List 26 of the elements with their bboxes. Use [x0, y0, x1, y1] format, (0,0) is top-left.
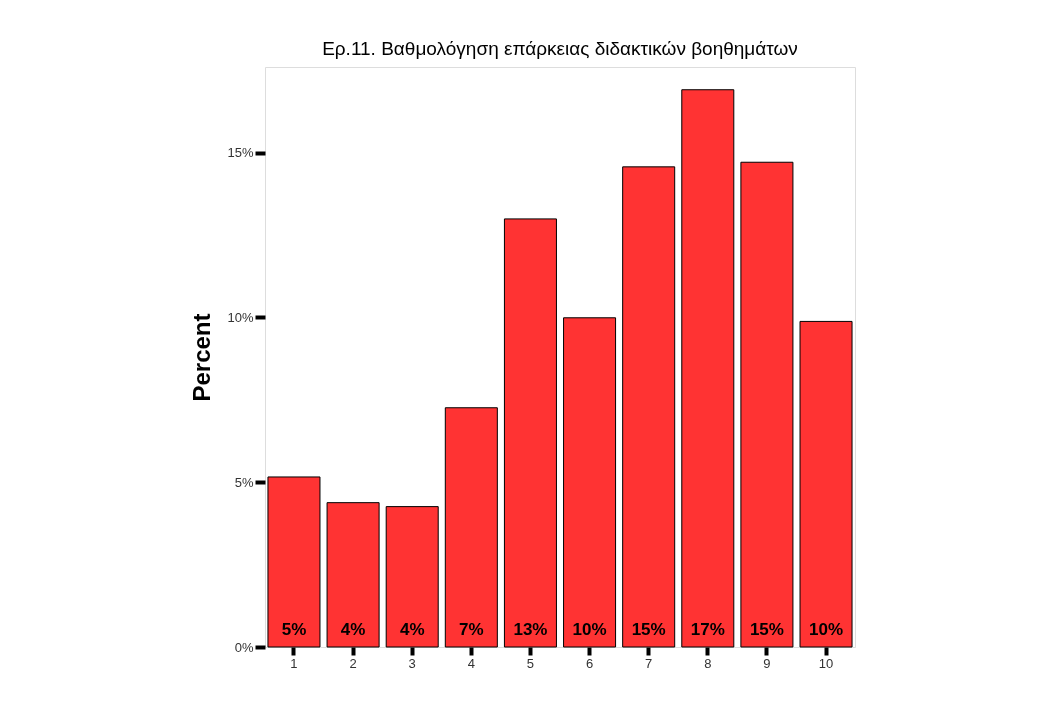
- y-tick-label: 15%: [227, 145, 254, 161]
- data-label: 15%: [749, 620, 784, 639]
- x-tick-label: 4: [467, 655, 475, 671]
- x-tick-label: 9: [763, 655, 771, 671]
- x-tick-label: 6: [585, 655, 594, 671]
- x-tick-label: 10: [818, 655, 834, 671]
- data-label: 10%: [809, 620, 844, 639]
- data-label: 15%: [631, 620, 666, 639]
- chart-title: Ερ.11. Βαθμολόγηση επάρκειας διδακτικών βοηθημάτων: [322, 38, 798, 59]
- x-tick-label: 5: [526, 655, 535, 671]
- y-axis-title: Percent: [188, 313, 216, 402]
- data-label: 10%: [572, 620, 607, 639]
- x-tick-label: 2: [349, 655, 357, 671]
- x-tick-label: 1: [290, 655, 298, 671]
- x-tick-label: 8: [704, 655, 712, 671]
- y-tick-label: 5%: [234, 474, 254, 490]
- x-tick-label: 7: [645, 655, 653, 671]
- data-label: 17%: [690, 620, 725, 639]
- x-tick-label: 3: [408, 655, 416, 671]
- data-label: 7%: [459, 620, 484, 639]
- data-label: 13%: [513, 620, 548, 639]
- y-tick-label: 0%: [234, 639, 254, 655]
- data-label: 4%: [340, 620, 366, 639]
- data-label: 4%: [399, 620, 425, 639]
- y-tick-label: 10%: [227, 309, 254, 325]
- data-label: 5%: [281, 620, 307, 639]
